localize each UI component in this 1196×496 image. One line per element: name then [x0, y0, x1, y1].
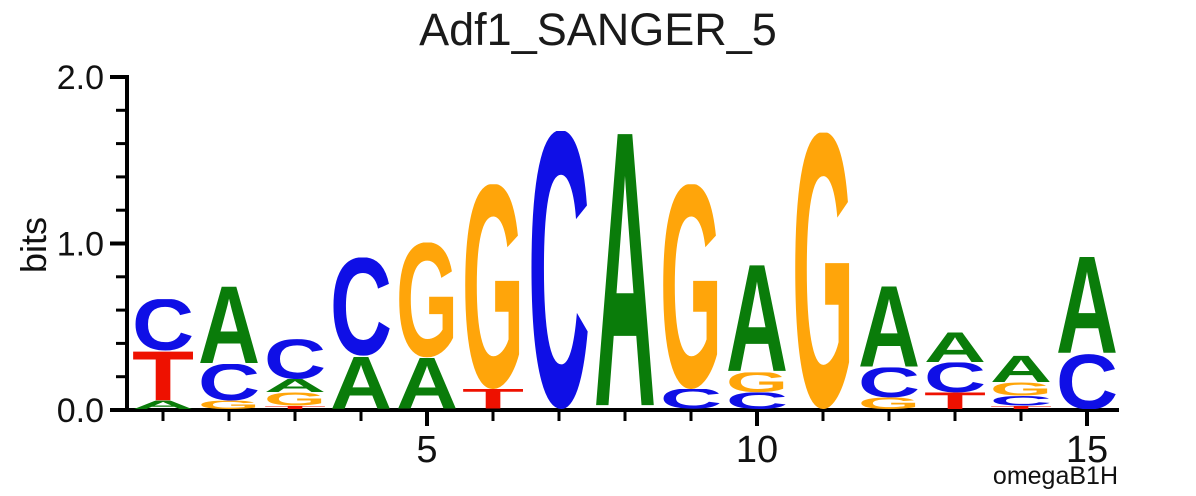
logo-letter-C-pos10: C	[726, 388, 788, 414]
letter-glyph: G	[264, 389, 326, 410]
letter-glyph: C	[1056, 339, 1118, 426]
logo-letter-C-pos7: C	[528, 48, 590, 489]
letter-glyph: T	[132, 337, 194, 416]
letter-glyph: A	[396, 342, 458, 424]
logo-letter-A-pos8: A	[594, 48, 656, 489]
letter-glyph: G	[726, 366, 788, 398]
logo-letter-C-pos4: C	[330, 230, 392, 385]
letter-glyph: C	[132, 284, 194, 366]
logo-letter-T-pos13: T	[924, 388, 986, 414]
logo-letter-C-pos1: C	[132, 284, 194, 366]
letter-glyph: G	[858, 394, 920, 412]
letter-glyph: G	[792, 52, 854, 489]
logo-letter-A-pos10: A	[726, 232, 788, 404]
logo-letter-A-pos1: A	[132, 398, 194, 411]
logo-letter-A-pos3: A	[264, 376, 326, 397]
letter-glyph: A	[726, 232, 788, 404]
logo-letter-G-pos6: G	[462, 124, 524, 448]
logo-letter-C-pos15: C	[1056, 339, 1118, 426]
logo-letter-G-pos3: G	[264, 389, 326, 410]
letter-glyph: T	[264, 405, 326, 410]
letter-glyph: C	[528, 48, 590, 489]
letter-glyph: C	[924, 353, 986, 401]
letter-glyph: T	[990, 405, 1052, 410]
x-tick-label: 10	[736, 429, 778, 471]
letter-glyph: T	[462, 383, 525, 415]
y-tick-label: 1.0	[57, 226, 104, 264]
letter-glyph: A	[858, 262, 920, 391]
letter-glyph: C	[198, 354, 260, 411]
x-tick-label: 15	[1066, 429, 1108, 471]
logo-letter-C-pos3: C	[264, 328, 326, 391]
logo-letter-A-pos15: A	[1056, 228, 1118, 383]
letter-glyph: A	[594, 48, 656, 489]
logo-letter-A-pos4: A	[330, 340, 392, 425]
logo-letter-T-pos3: T	[264, 405, 326, 410]
logo-letter-C-pos12: C	[858, 358, 920, 406]
letter-glyph: G	[660, 124, 722, 448]
logo-letter-T-pos14: T	[990, 405, 1052, 410]
letter-glyph: C	[990, 393, 1052, 409]
watermark-label: omegaB1H	[992, 462, 1118, 490]
letter-glyph: C	[264, 328, 326, 391]
letter-glyph: T	[924, 388, 986, 414]
logo-letter-G-pos12: G	[858, 394, 920, 412]
logo-letter-T-pos1: T	[132, 337, 194, 416]
letter-glyph: A	[990, 349, 1052, 391]
logo-letter-G-pos14: G	[990, 379, 1052, 400]
chart-title: Adf1_SANGER_5	[419, 4, 777, 55]
logo-letter-A-pos14: A	[990, 349, 1052, 391]
logo-letter-A-pos5: A	[396, 342, 458, 424]
logo-letter-G-pos2: G	[198, 398, 260, 411]
logo-letter-A-pos13: A	[924, 323, 986, 371]
logo-letter-G-pos11: G	[792, 52, 854, 489]
logo-letter-G-pos5: G	[396, 210, 458, 391]
letter-glyph: A	[132, 398, 194, 411]
letter-glyph: G	[990, 379, 1052, 400]
logo-letter-T-pos6: T	[462, 383, 525, 415]
logo-letter-A-pos2: A	[198, 264, 260, 387]
letter-glyph: G	[198, 398, 260, 411]
letter-glyph: G	[396, 210, 458, 391]
y-tick-label: 2.0	[57, 59, 104, 97]
y-tick-label: 0.0	[57, 392, 104, 430]
x-tick-label: 5	[416, 429, 437, 471]
logo-letter-A-pos12: A	[858, 262, 920, 391]
letter-glyph: A	[924, 323, 986, 371]
logo-letter-C-pos14: C	[990, 393, 1052, 409]
letter-glyph: C	[660, 383, 722, 415]
letter-glyph: C	[858, 358, 920, 406]
letter-glyph: A	[1056, 228, 1118, 383]
logo-letter-C-pos2: C	[198, 354, 260, 411]
letter-glyph: C	[726, 388, 788, 414]
letter-glyph: A	[198, 264, 260, 387]
letter-glyph: C	[330, 230, 392, 385]
letter-glyph: G	[462, 124, 524, 448]
logo-letter-C-pos9: C	[660, 383, 722, 415]
letter-glyph: A	[330, 340, 392, 425]
logo-letter-G-pos9: G	[660, 124, 722, 448]
logo-letter-G-pos10: G	[726, 366, 788, 398]
logo-letter-C-pos13: C	[924, 353, 986, 401]
letter-glyph: A	[264, 376, 326, 397]
